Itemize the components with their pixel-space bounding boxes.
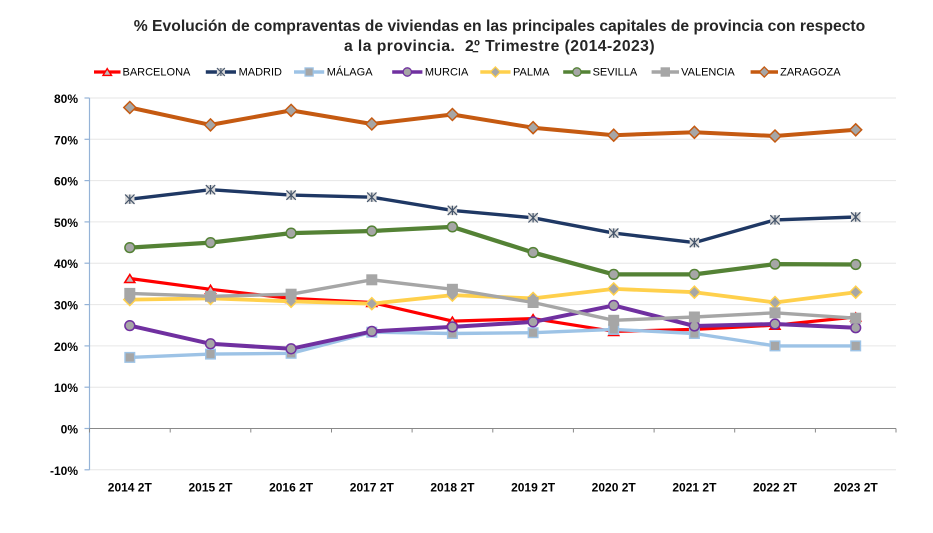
svg-text:80%: 80%: [54, 92, 78, 106]
svg-text:2019 2T: 2019 2T: [511, 481, 556, 495]
svg-text:-10%: -10%: [50, 464, 78, 478]
svg-text:2015 2T: 2015 2T: [188, 481, 233, 495]
svg-text:2017 2T: 2017 2T: [350, 481, 395, 495]
svg-text:50%: 50%: [54, 216, 78, 230]
svg-text:a la provincia. 2º Trimestre: a la provincia. 2º Trimestre (2014-2023): [344, 38, 655, 55]
svg-text:SEVILLA: SEVILLA: [593, 67, 638, 79]
svg-text:ZARAGOZA: ZARAGOZA: [780, 67, 841, 79]
svg-text:30%: 30%: [54, 299, 78, 313]
svg-text:0%: 0%: [61, 423, 79, 437]
svg-text:20%: 20%: [54, 340, 78, 354]
svg-text:2018 2T: 2018 2T: [430, 481, 475, 495]
svg-text:MURCIA: MURCIA: [425, 67, 469, 79]
svg-text:MÁLAGA: MÁLAGA: [327, 66, 374, 79]
svg-text:70%: 70%: [54, 133, 78, 147]
svg-text:2021 2T: 2021 2T: [672, 481, 717, 495]
svg-text:% Evolución de compraventas de: % Evolución de compraventas de viviendas…: [134, 18, 865, 35]
svg-text:10%: 10%: [54, 381, 78, 395]
svg-text:VALENCIA: VALENCIA: [681, 67, 735, 79]
svg-text:2014 2T: 2014 2T: [108, 481, 153, 495]
svg-text:60%: 60%: [54, 175, 78, 189]
svg-text:PALMA: PALMA: [513, 67, 550, 79]
svg-text:MADRID: MADRID: [239, 67, 282, 79]
svg-text:2023 2T: 2023 2T: [834, 481, 879, 495]
svg-text:BARCELONA: BARCELONA: [123, 67, 192, 79]
svg-text:2016 2T: 2016 2T: [269, 481, 314, 495]
svg-text:40%: 40%: [54, 257, 78, 271]
svg-text:2020 2T: 2020 2T: [592, 481, 637, 495]
svg-text:2022 2T: 2022 2T: [753, 481, 798, 495]
